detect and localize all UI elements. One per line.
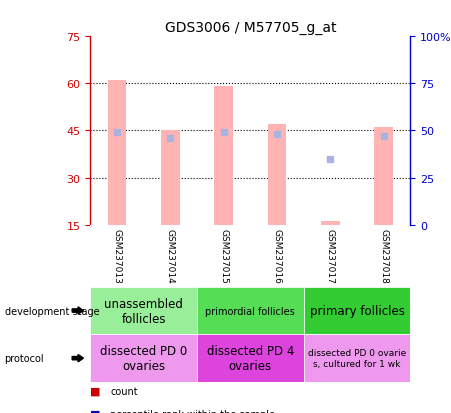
- Text: ■: ■: [90, 386, 101, 396]
- Bar: [90, 335, 197, 382]
- Bar: [90, 287, 197, 335]
- Bar: [214, 87, 233, 225]
- Text: GSM237016: GSM237016: [272, 229, 281, 283]
- Text: development stage: development stage: [5, 306, 99, 316]
- Text: GSM237018: GSM237018: [379, 229, 388, 283]
- Bar: [267, 125, 286, 225]
- Text: GSM237014: GSM237014: [166, 229, 175, 283]
- Text: GSM237015: GSM237015: [219, 229, 228, 283]
- Bar: [161, 131, 179, 225]
- Title: GDS3006 / M57705_g_at: GDS3006 / M57705_g_at: [165, 21, 336, 35]
- Text: count: count: [110, 386, 138, 396]
- Bar: [304, 287, 410, 335]
- Text: protocol: protocol: [5, 353, 44, 363]
- Text: dissected PD 0 ovarie
s, cultured for 1 wk: dissected PD 0 ovarie s, cultured for 1 …: [308, 349, 406, 368]
- Bar: [321, 222, 340, 225]
- Bar: [197, 287, 304, 335]
- Text: dissected PD 0
ovaries: dissected PD 0 ovaries: [100, 344, 187, 372]
- Bar: [107, 81, 126, 225]
- Bar: [197, 335, 304, 382]
- Text: primordial follicles: primordial follicles: [205, 306, 295, 316]
- Bar: [304, 335, 410, 382]
- Text: ■: ■: [90, 409, 101, 413]
- Text: GSM237017: GSM237017: [326, 229, 335, 283]
- Text: unassembled
follicles: unassembled follicles: [104, 297, 183, 325]
- Text: dissected PD 4
ovaries: dissected PD 4 ovaries: [207, 344, 294, 372]
- Text: percentile rank within the sample: percentile rank within the sample: [110, 409, 276, 413]
- Text: primary follicles: primary follicles: [309, 304, 405, 317]
- Text: GSM237013: GSM237013: [112, 229, 121, 283]
- Bar: [374, 128, 393, 225]
